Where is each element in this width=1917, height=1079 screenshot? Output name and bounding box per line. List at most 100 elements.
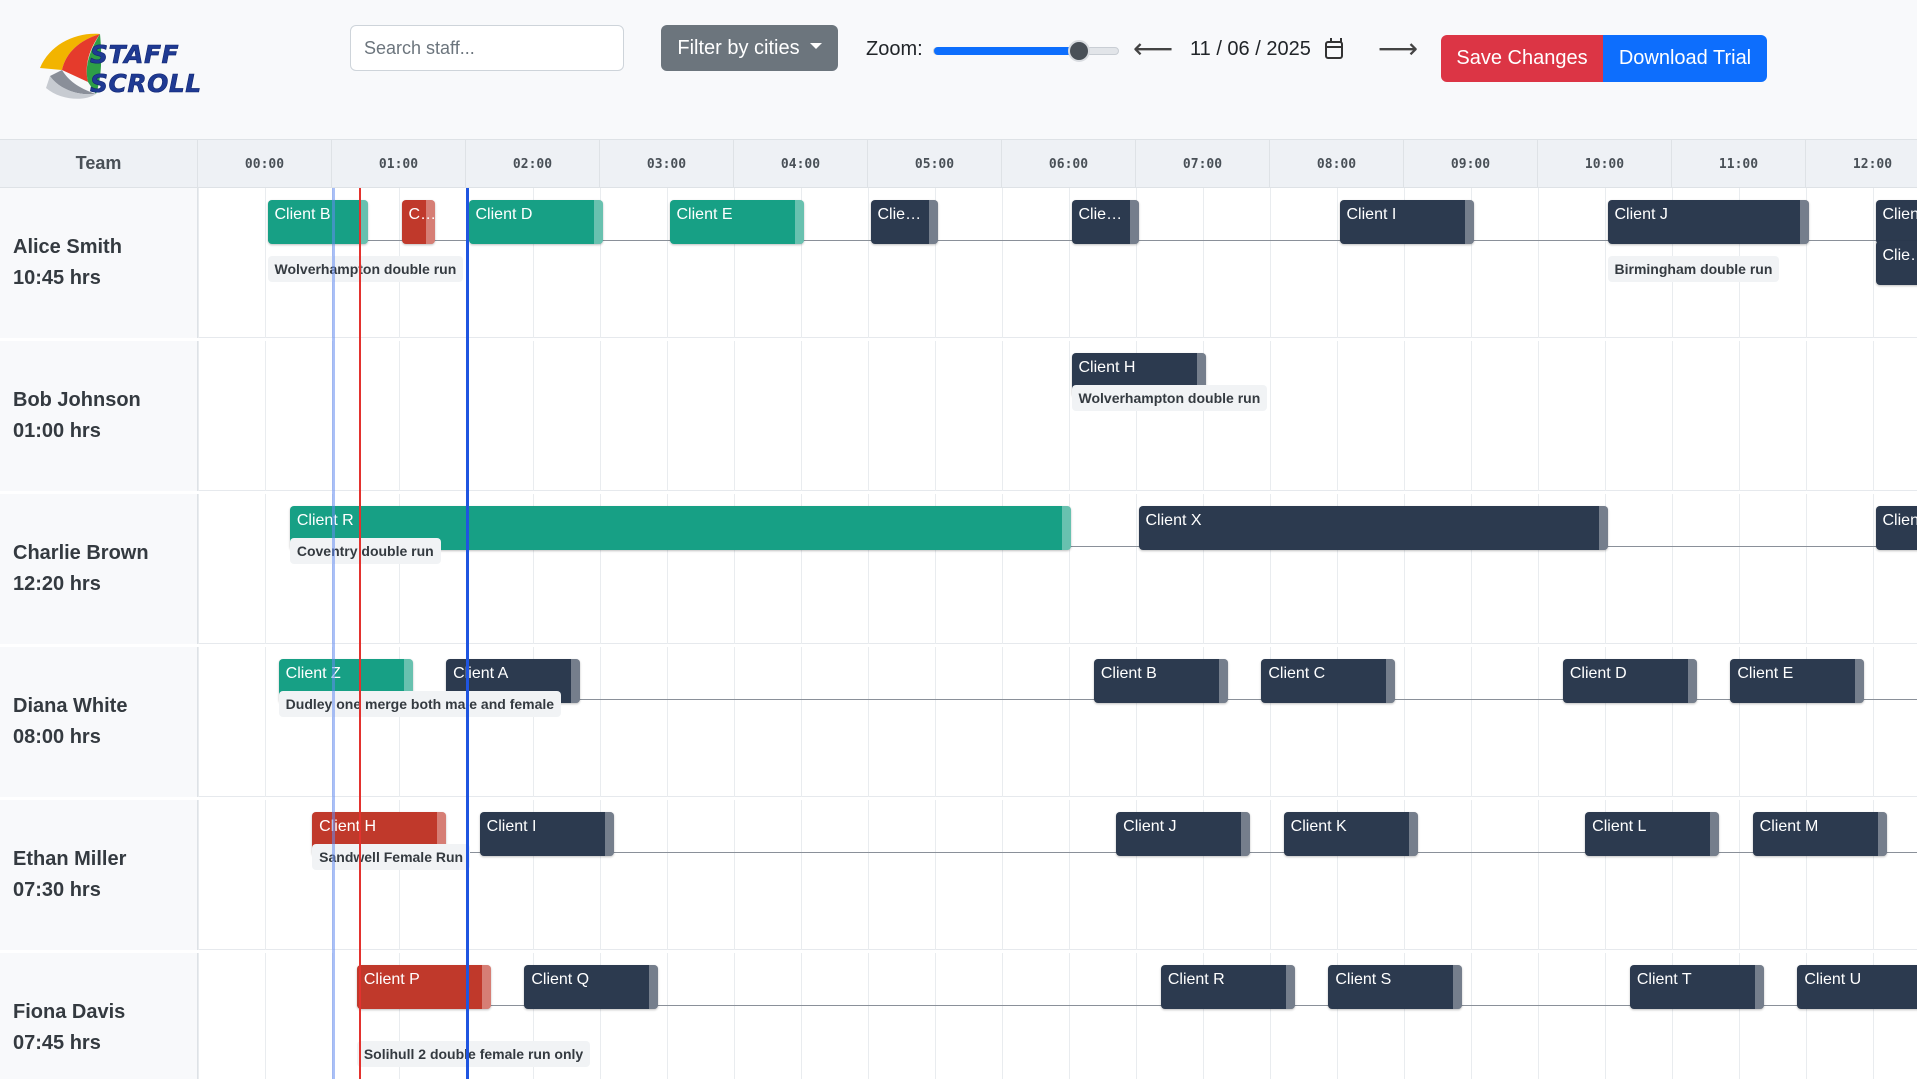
grid-line (1337, 953, 1338, 1079)
grid-line (1806, 494, 1807, 644)
staff-name: Bob Johnson (13, 389, 141, 411)
staff-timeline-lane[interactable]: Client B Client C Client D Client E Client F… (198, 188, 1917, 338)
grid-line (1203, 953, 1204, 1079)
staff-info[interactable]: Ethan Miller 07:30 hrs (0, 800, 198, 950)
grid-line (801, 494, 802, 644)
staff-info[interactable]: Bob Johnson 01:00 hrs (0, 341, 198, 491)
shift-block[interactable]: Client L (1585, 812, 1720, 856)
shift-block[interactable]: Client C (1261, 659, 1396, 703)
grid-line (935, 341, 936, 491)
grid-line (1002, 647, 1003, 797)
hour-label: 03:00 (600, 140, 734, 187)
zoom-slider[interactable] (933, 40, 1119, 62)
save-changes-button[interactable]: Save Changes (1441, 35, 1603, 82)
staff-row: Ethan Miller 07:30 hrs Client H Client I Cli… (0, 800, 1917, 950)
arrow-left-icon[interactable]: ⟵ (1133, 32, 1174, 65)
shift-block[interactable]: Client P (356, 965, 491, 1009)
staff-timeline-lane[interactable]: Client H Client I Client J Client K Client L… (198, 800, 1917, 950)
grid-line (198, 341, 199, 491)
staff-scroll-logo[interactable]: STAFF SCROLL (36, 26, 296, 102)
staff-hours: 12:20 hrs (13, 573, 101, 595)
grid-line (1672, 800, 1673, 950)
grid-line (1739, 953, 1740, 1079)
grid-line (533, 953, 534, 1079)
grid-line (801, 953, 802, 1079)
grid-line (1002, 494, 1003, 644)
grid-line (1337, 647, 1338, 797)
shift-block[interactable]: Client E (669, 200, 804, 244)
shift-block[interactable]: Client F (870, 200, 938, 244)
run-note-tag: Wolverhampton double run (1071, 385, 1268, 411)
staff-info[interactable]: Alice Smith 10:45 hrs (0, 188, 198, 338)
grid-line (935, 647, 936, 797)
date-picker[interactable]: 11 / 06 / 2025 (1190, 37, 1343, 61)
shift-block[interactable]: Client X (1138, 506, 1608, 550)
shift-block[interactable]: Client D (468, 200, 603, 244)
grid-line (1136, 494, 1137, 644)
grid-line (600, 188, 601, 338)
shift-block[interactable]: Client J (1116, 812, 1251, 856)
staff-name: Alice Smith (13, 236, 122, 258)
grid-line (1002, 341, 1003, 491)
staff-hours: 07:30 hrs (13, 879, 101, 901)
grid-line (1873, 494, 1874, 644)
download-trial-button[interactable]: Download Trial (1603, 35, 1767, 82)
search-input[interactable] (350, 25, 624, 71)
grid-line (1069, 341, 1070, 491)
zoom-slider-thumb[interactable] (1068, 40, 1091, 62)
shift-block[interactable]: Client I (1339, 200, 1474, 244)
grid-line (399, 341, 400, 491)
staff-info[interactable]: Diana White 08:00 hrs (0, 647, 198, 797)
grid-line (1672, 494, 1673, 644)
arrow-right-icon[interactable]: ⟶ (1378, 32, 1419, 65)
grid-line (1538, 188, 1539, 338)
grid-line (935, 953, 936, 1079)
grid-line (1069, 800, 1070, 950)
shift-block[interactable]: Client Y (1875, 506, 1917, 550)
shift-block[interactable]: Client D (1562, 659, 1697, 703)
team-column-header: Team (0, 139, 198, 188)
grid-line (1806, 800, 1807, 950)
staff-info[interactable]: Charlie Brown 12:20 hrs (0, 494, 198, 644)
grid-line (1605, 494, 1606, 644)
shift-block[interactable]: Client Q (524, 965, 659, 1009)
grid-line (1270, 494, 1271, 644)
shift-block[interactable]: Client T (1629, 965, 1764, 1009)
shift-block[interactable]: Client C (401, 200, 435, 244)
staff-timeline-lane[interactable]: Client Z Client A Client B Client C Client D… (198, 647, 1917, 797)
shift-block[interactable]: Client M (1752, 812, 1887, 856)
shift-block[interactable]: Client K (1875, 200, 1917, 244)
shift-block[interactable]: Client R (1160, 965, 1295, 1009)
shift-block[interactable]: Client K (1283, 812, 1418, 856)
grid-line (801, 800, 802, 950)
shift-block[interactable]: Client I (479, 812, 614, 856)
grid-line (600, 647, 601, 797)
grid-line (935, 494, 936, 644)
calendar-icon[interactable] (1324, 37, 1343, 59)
grid-line (667, 341, 668, 491)
grid-line (1605, 800, 1606, 950)
staff-name: Fiona Davis (13, 1001, 126, 1023)
grid-line (600, 341, 601, 491)
hour-label: 07:00 (1136, 140, 1270, 187)
shift-block[interactable]: Client S (1328, 965, 1463, 1009)
shift-block[interactable]: Client E (1730, 659, 1865, 703)
shift-block[interactable]: Client L (1875, 241, 1917, 285)
shift-block[interactable]: Client B (267, 200, 368, 244)
staff-info[interactable]: Fiona Davis 07:45 hrs (0, 953, 198, 1079)
shift-block[interactable]: Client J (1607, 200, 1809, 244)
staff-timeline-lane[interactable]: Client P Client Q Client R Client S Client T… (198, 953, 1917, 1079)
staff-timeline-lane[interactable]: Client H Wolverhampton double run (198, 341, 1917, 491)
run-note-tag: Dudley one merge both male and female (278, 691, 562, 717)
shift-block[interactable]: Client U (1797, 965, 1917, 1009)
grid-line (1873, 953, 1874, 1079)
filter-cities-dropdown[interactable]: Filter by cities (661, 25, 838, 71)
grid-line (1538, 800, 1539, 950)
grid-line (1270, 800, 1271, 950)
grid-line (1069, 494, 1070, 644)
shift-block[interactable]: Client G (1071, 200, 1139, 244)
shift-block[interactable]: Client B (1093, 659, 1228, 703)
